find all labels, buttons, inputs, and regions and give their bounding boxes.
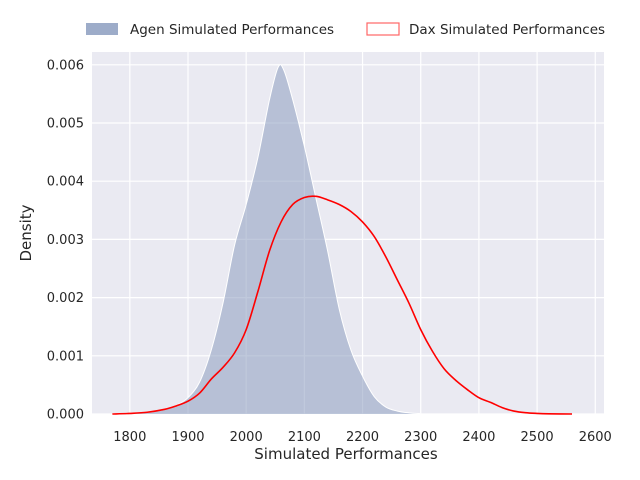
y-tick-label: 0.002 xyxy=(47,291,84,306)
y-tick-label: 0.001 xyxy=(47,349,84,364)
y-tick-label: 0.003 xyxy=(47,233,84,248)
x-tick-label: 2000 xyxy=(230,430,263,445)
legend-swatch-agen xyxy=(86,23,118,35)
agen-density-outline xyxy=(109,64,421,415)
legend-label-dax: Dax Simulated Performances xyxy=(409,22,605,38)
y-axis-ticks: 0.000 0.001 0.002 0.003 0.004 0.005 0.006 xyxy=(47,58,84,422)
x-tick-label: 2500 xyxy=(521,430,554,445)
legend-swatch-dax xyxy=(366,22,400,36)
y-tick-label: 0.000 xyxy=(47,408,84,423)
legend: Agen Simulated Performances Dax Simulate… xyxy=(86,22,605,38)
y-axis-label: Density xyxy=(17,204,35,261)
series-group xyxy=(109,64,573,415)
legend-label-agen: Agen Simulated Performances xyxy=(130,22,334,38)
x-tick-label: 2200 xyxy=(346,430,379,445)
x-tick-label: 1800 xyxy=(113,430,146,445)
y-tick-label: 0.006 xyxy=(47,58,84,73)
x-tick-label: 2600 xyxy=(579,430,612,445)
x-tick-label: 2100 xyxy=(288,430,321,445)
x-tick-label: 1900 xyxy=(171,430,204,445)
x-axis-ticks: 1800 1900 2000 2100 2200 2300 2400 2500 2600 xyxy=(113,430,612,445)
dax-density-line xyxy=(112,195,573,415)
y-tick-label: 0.004 xyxy=(47,175,84,190)
x-tick-label: 2300 xyxy=(404,430,437,445)
y-tick-label: 0.005 xyxy=(47,117,84,132)
agen-density-area xyxy=(109,64,421,414)
x-tick-label: 2400 xyxy=(462,430,495,445)
x-axis-label: Simulated Performances xyxy=(254,445,438,463)
